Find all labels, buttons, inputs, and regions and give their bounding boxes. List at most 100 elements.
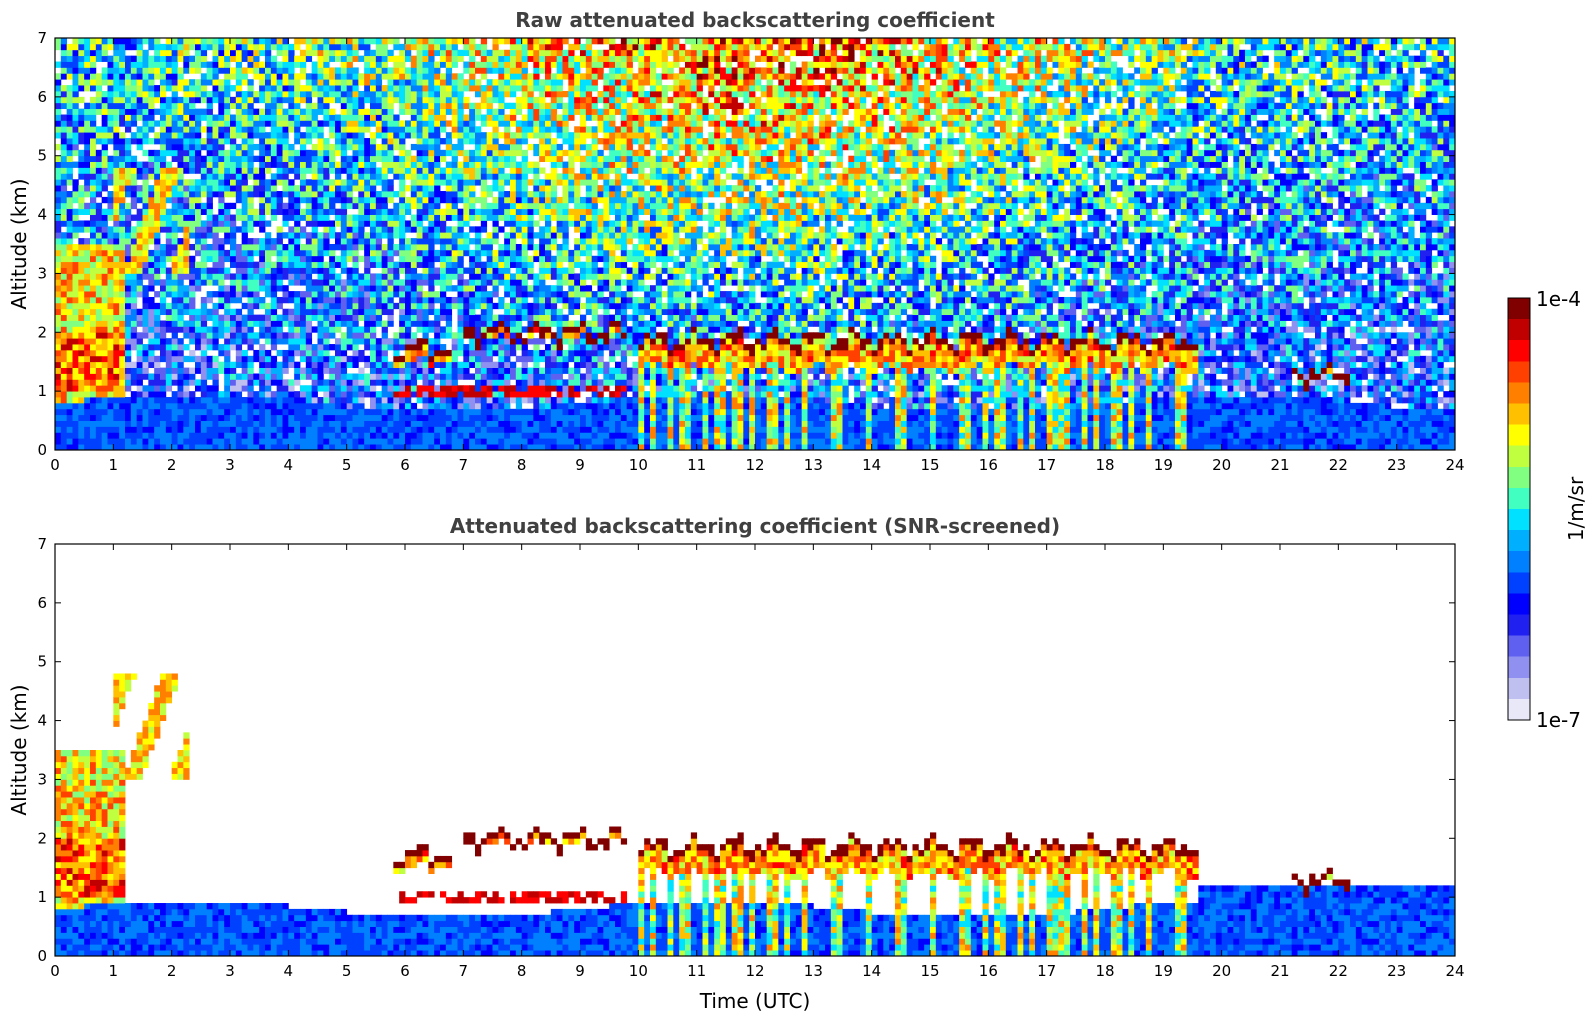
heatmap-cell	[358, 191, 365, 198]
heatmap-cell	[486, 102, 493, 110]
heatmap-cell	[300, 214, 307, 221]
heatmap-cell	[375, 90, 383, 98]
heatmap-cell	[206, 67, 213, 74]
heatmap-cell	[428, 355, 435, 363]
heatmap-cell	[195, 408, 202, 416]
heatmap-cell	[235, 143, 243, 151]
heatmap-cell	[364, 114, 371, 121]
heatmap-cell	[504, 191, 511, 198]
heatmap-cell	[422, 85, 429, 92]
heatmap-cell	[329, 320, 336, 327]
heatmap-cell	[480, 85, 488, 92]
heatmap-cell	[101, 120, 108, 127]
heatmap-cell	[288, 143, 295, 151]
heatmap-cell	[259, 255, 266, 263]
heatmap-cell	[78, 438, 85, 445]
heatmap-cell	[335, 149, 342, 157]
heatmap-cell	[486, 349, 493, 357]
heatmap-cell	[183, 355, 190, 363]
heatmap-cell	[445, 332, 453, 339]
heatmap-cell	[335, 38, 342, 45]
heatmap-cell	[387, 132, 394, 139]
heatmap-cell	[90, 120, 97, 127]
heatmap-cell	[451, 244, 458, 251]
heatmap-cell	[212, 73, 219, 80]
heatmap-cell	[358, 38, 365, 45]
heatmap-cell	[212, 149, 219, 157]
heatmap-cell	[218, 397, 225, 404]
heatmap-cell	[270, 302, 278, 310]
heatmap-cell	[381, 338, 388, 345]
heatmap-cell	[160, 120, 167, 127]
heatmap-cell	[119, 143, 126, 151]
heatmap-cell	[241, 238, 248, 245]
heatmap-cell	[55, 355, 62, 363]
heatmap-cell	[206, 79, 213, 86]
heatmap-cell	[346, 67, 353, 74]
heatmap-cell	[265, 161, 272, 168]
heatmap-cell	[235, 179, 243, 186]
heatmap-cell	[84, 38, 91, 45]
heatmap-cell	[218, 361, 225, 368]
heatmap-cell	[259, 126, 266, 133]
heatmap-cell	[440, 126, 447, 133]
heatmap-cell	[358, 355, 365, 363]
heatmap-cell	[101, 261, 108, 268]
heatmap-cell	[78, 397, 85, 404]
heatmap-cell	[393, 438, 400, 445]
heatmap-cell	[340, 238, 348, 245]
heatmap-cell	[171, 402, 178, 410]
heatmap-cell	[130, 155, 138, 162]
heatmap-cell	[276, 38, 283, 45]
heatmap-cell	[381, 126, 388, 133]
heatmap-cell	[393, 202, 400, 210]
heatmap-cell	[323, 261, 330, 268]
heatmap-cell	[329, 161, 336, 168]
heatmap-cell	[107, 296, 114, 304]
heatmap-cell	[399, 49, 406, 57]
heatmap-cell	[84, 191, 91, 198]
heatmap-cell	[72, 302, 79, 310]
heatmap-cell	[230, 143, 237, 151]
heatmap-cell	[165, 196, 173, 204]
heatmap-cell	[381, 279, 388, 286]
heatmap-cell	[399, 149, 406, 157]
heatmap-cell	[66, 273, 73, 280]
heatmap-cell	[335, 244, 342, 251]
heatmap-cell	[183, 432, 190, 439]
heatmap-cell	[428, 114, 435, 121]
heatmap-cell	[294, 220, 301, 227]
heatmap-cell	[101, 126, 108, 133]
heatmap-cell	[387, 49, 394, 57]
heatmap-cell	[399, 43, 406, 51]
heatmap-cell	[475, 385, 482, 392]
heatmap-cell	[230, 126, 237, 133]
heatmap-cell	[183, 55, 190, 62]
heatmap-cell	[469, 179, 476, 186]
heatmap-cell	[66, 338, 73, 345]
heatmap-cell	[352, 220, 359, 227]
heatmap-cell	[451, 296, 458, 304]
heatmap-cell	[305, 332, 313, 339]
heatmap-cell	[259, 438, 266, 445]
heatmap-cell	[125, 397, 132, 404]
heatmap-cell	[428, 296, 435, 304]
heatmap-cell	[492, 408, 499, 416]
heatmap-cell	[224, 426, 231, 433]
heatmap-cell	[416, 185, 423, 192]
heatmap-cell	[323, 155, 330, 162]
heatmap-cell	[370, 238, 377, 245]
heatmap-cell	[95, 308, 103, 316]
heatmap-cell	[101, 308, 108, 316]
heatmap-cell	[66, 296, 73, 304]
heatmap-cell	[329, 355, 336, 363]
heatmap-cell	[457, 261, 464, 268]
heatmap-cell	[154, 149, 161, 157]
heatmap-cell	[300, 367, 307, 374]
heatmap-cell	[183, 179, 190, 186]
heatmap-cell	[399, 397, 406, 404]
heatmap-cell	[504, 255, 511, 263]
heatmap-cell	[55, 344, 62, 351]
heatmap-cell	[346, 444, 353, 451]
heatmap-cell	[218, 426, 225, 433]
